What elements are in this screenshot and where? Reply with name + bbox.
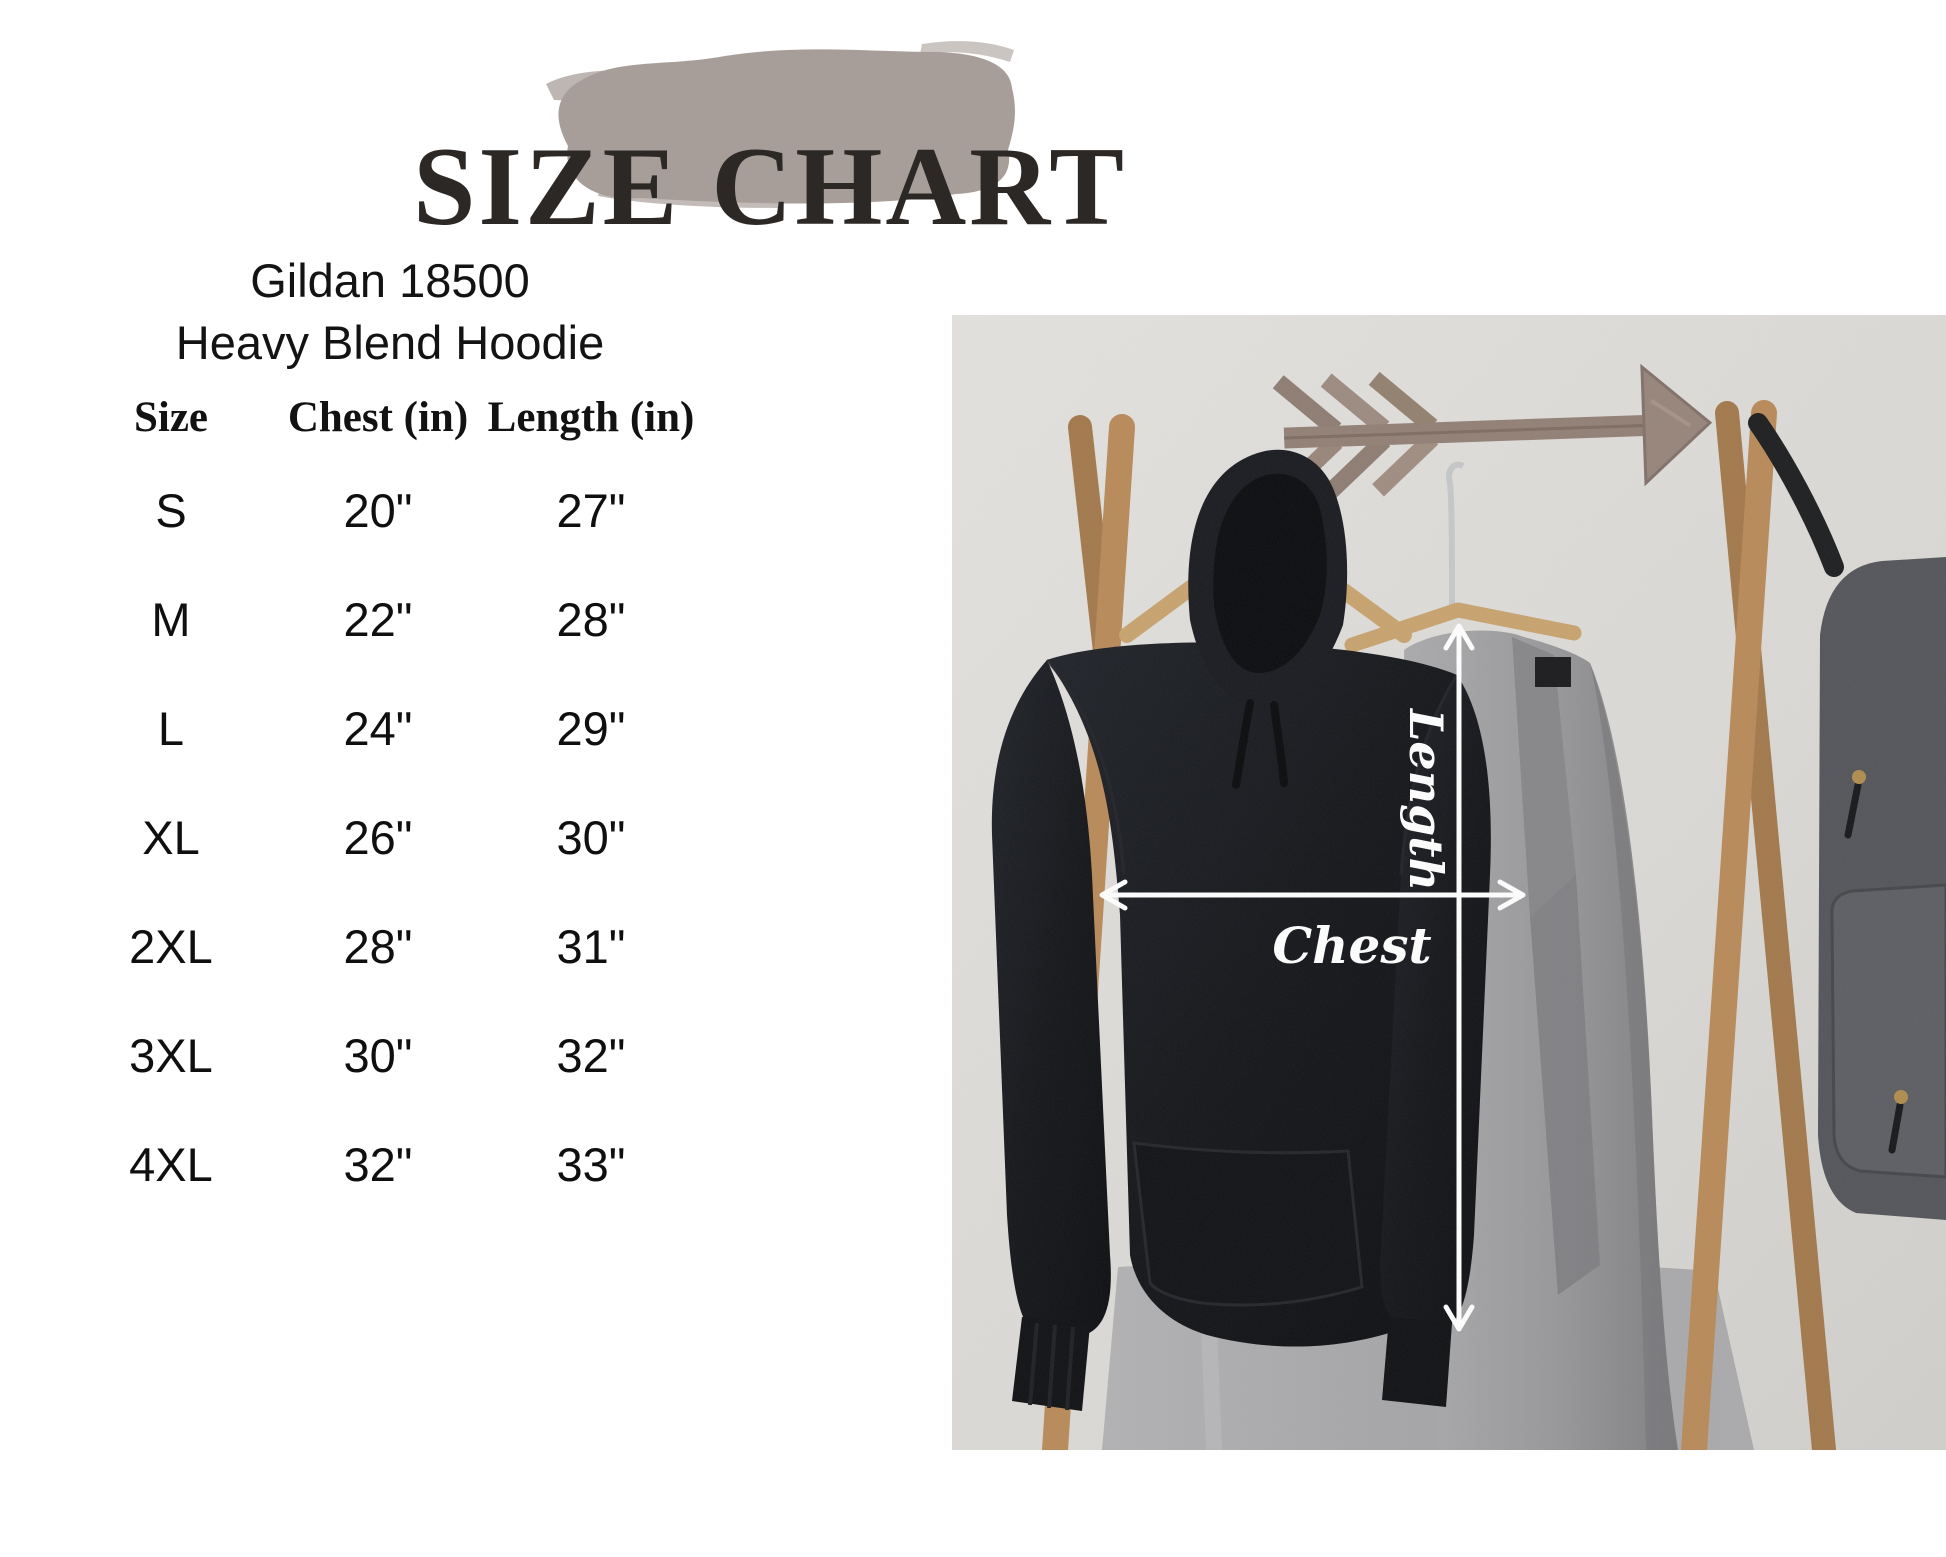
table-cell: XL: [142, 811, 200, 864]
table-cell: M: [151, 593, 191, 646]
page-title: SIZE CHART: [413, 125, 1127, 250]
table-row: 4XL 32" 33": [60, 1110, 708, 1219]
table-cell: 28": [343, 920, 413, 973]
table-row: XL 26" 30": [60, 783, 708, 892]
table-cell: 2XL: [129, 920, 213, 973]
table-cell: S: [155, 484, 187, 537]
table-cell: 33": [556, 1138, 626, 1191]
size-table-header: Size Chest (in) Length (in): [60, 378, 708, 456]
product-name: Gildan 18500 Heavy Blend Hoodie: [88, 250, 692, 374]
size-table: Size Chest (in) Length (in) S 20" 27" M 22" 2…: [60, 378, 708, 1219]
column-header-chest: Chest (in): [287, 393, 469, 441]
table-cell: 28": [556, 593, 626, 646]
table-cell: 26": [343, 811, 413, 864]
table-cell: 32": [343, 1138, 413, 1191]
product-name-line1: Gildan 18500: [250, 254, 530, 307]
column-header-size: Size: [133, 393, 209, 441]
table-cell: 24": [343, 702, 413, 755]
table-cell: L: [157, 702, 185, 755]
table-row: 3XL 30" 32": [60, 1001, 708, 1110]
table-row: S 20" 27": [60, 456, 708, 565]
table-cell: 32": [556, 1029, 626, 1082]
table-cell: 30": [343, 1029, 413, 1082]
table-row: M 22" 28": [60, 565, 708, 674]
table-cell: 31": [556, 920, 626, 973]
table-cell: 29": [556, 702, 626, 755]
table-cell: 22": [343, 593, 413, 646]
table-cell: 3XL: [129, 1029, 213, 1082]
table-cell: 30": [556, 811, 626, 864]
product-name-line2: Heavy Blend Hoodie: [175, 316, 605, 369]
product-photo: Length Chest: [952, 315, 1946, 1450]
table-row: 2XL 28" 31": [60, 892, 708, 1001]
table-cell: 4XL: [129, 1138, 213, 1191]
column-header-length: Length (in): [487, 393, 695, 441]
table-cell: 27": [556, 484, 626, 537]
table-cell: 20": [343, 484, 413, 537]
size-table-body: S 20" 27" M 22" 28" L 24" 29" XL 26" 30" 2XL 28" 31" 3X…: [60, 456, 708, 1219]
brush-stroke-graphic: [546, 41, 1015, 208]
table-row: L 24" 29": [60, 674, 708, 783]
